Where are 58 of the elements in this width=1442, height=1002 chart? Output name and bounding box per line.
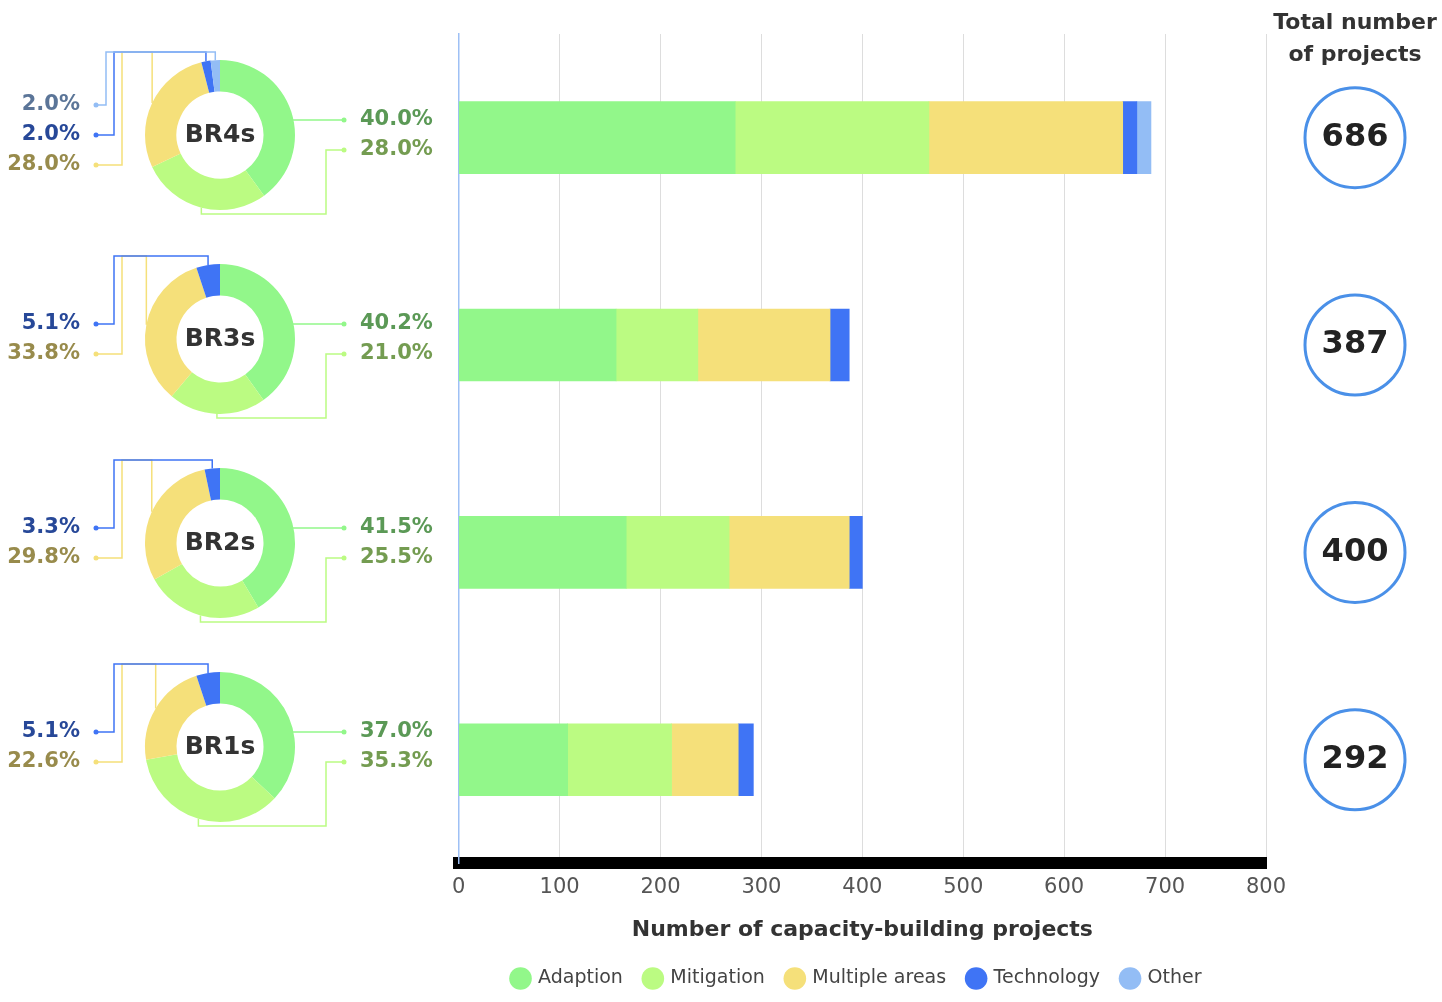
x-tick-label: 700 bbox=[1145, 874, 1186, 899]
bar bbox=[728, 516, 850, 589]
x-tick-label: 500 bbox=[943, 874, 984, 899]
legend-label: Technology bbox=[992, 965, 1101, 988]
bar bbox=[458, 516, 627, 589]
text: 686 bbox=[1321, 115, 1389, 154]
bar bbox=[829, 308, 850, 382]
bar bbox=[848, 516, 863, 589]
data-label: 25.5% bbox=[360, 544, 433, 569]
data-label: 29.8% bbox=[7, 544, 80, 569]
bar bbox=[734, 101, 930, 175]
data-label: 5.1% bbox=[21, 718, 80, 743]
data-label: 33.8% bbox=[7, 340, 80, 365]
data-label: 2.0% bbox=[21, 91, 80, 116]
x-tick-label: 300 bbox=[741, 874, 782, 899]
data-label: 40.0% bbox=[360, 106, 433, 131]
data-label: 37.0% bbox=[360, 718, 433, 743]
legend-label: Multiple areas bbox=[812, 965, 947, 988]
x-tick-label: 200 bbox=[640, 874, 681, 899]
x-tick-label: 600 bbox=[1044, 874, 1085, 899]
data-label: 5.1% bbox=[21, 310, 80, 335]
legend-label: Mitigation bbox=[670, 965, 765, 988]
x-tick-label: 400 bbox=[842, 874, 883, 899]
bar bbox=[1136, 101, 1152, 175]
data-label: 2.0% bbox=[21, 121, 80, 146]
text: 292 bbox=[1321, 738, 1389, 777]
bar bbox=[928, 101, 1124, 175]
text: 400 bbox=[1321, 530, 1389, 569]
text: BR4s bbox=[184, 118, 256, 148]
data-label: 21.0% bbox=[360, 340, 433, 365]
data-label: 28.0% bbox=[7, 151, 80, 176]
bar bbox=[458, 723, 568, 797]
data-label: 22.6% bbox=[7, 748, 80, 773]
data-label: 3.3% bbox=[21, 514, 80, 539]
text: BR2s bbox=[184, 526, 256, 556]
bar bbox=[615, 308, 699, 382]
data-label: 40.2% bbox=[360, 310, 433, 335]
bar bbox=[1122, 101, 1138, 175]
bar bbox=[567, 723, 672, 797]
text: 387 bbox=[1321, 323, 1389, 362]
data-label: 35.3% bbox=[360, 748, 433, 773]
bar bbox=[671, 723, 739, 797]
data-label: 41.5% bbox=[360, 514, 433, 539]
bar bbox=[625, 516, 730, 589]
x-tick-label: 100 bbox=[539, 874, 580, 899]
bar bbox=[458, 101, 736, 175]
x-tick-label: 800 bbox=[1245, 874, 1287, 899]
bar bbox=[737, 723, 754, 797]
bar bbox=[458, 308, 617, 382]
text: Total number of projects bbox=[1272, 8, 1438, 68]
text: BR1s bbox=[184, 730, 256, 760]
legend-label: Other bbox=[1147, 965, 1202, 988]
legend-label: Adaption bbox=[538, 965, 623, 988]
data-label: 28.0% bbox=[360, 136, 433, 161]
x-tick-label: 0 bbox=[451, 874, 466, 899]
bar bbox=[697, 308, 831, 382]
text: BR3s bbox=[184, 322, 256, 352]
x-axis-title: Number of capacity-building projects bbox=[631, 915, 1093, 941]
